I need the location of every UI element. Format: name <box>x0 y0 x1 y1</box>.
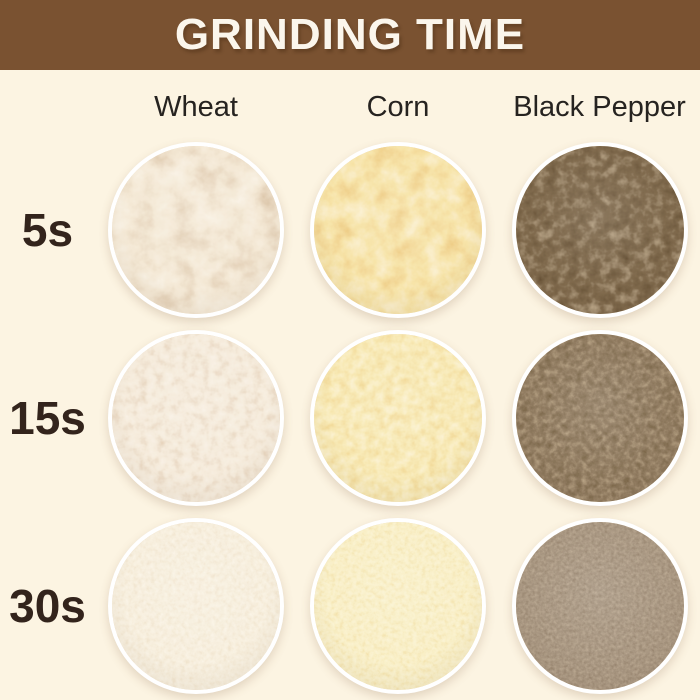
column-header-corn: Corn <box>366 91 430 123</box>
sample-photo-wheat-30s <box>108 518 284 694</box>
column-header-black-pepper: Black Pepper <box>513 91 686 123</box>
grid-cell-corn-15s <box>297 324 499 512</box>
grid-cell-pepper-30s <box>499 512 700 700</box>
sample-photo-wheat-5s <box>108 142 284 318</box>
sample-photo-wheat-15s <box>108 330 284 506</box>
comparison-grid: Wheat Corn Black Pepper 5s 15s 30s <box>0 70 700 700</box>
sample-photo-corn-15s <box>310 330 486 506</box>
grid-cell-corn-5s <box>297 136 499 324</box>
sample-photo-corn-5s <box>310 142 486 318</box>
grid-cell-wheat-15s <box>95 324 297 512</box>
row-label-30s: 30s <box>9 580 86 632</box>
grid-cell-corn-30s <box>297 512 499 700</box>
row-label-15s: 15s <box>9 392 86 444</box>
page-title: GRINDING TIME <box>174 10 526 59</box>
sample-photo-corn-30s <box>310 518 486 694</box>
header-banner: GRINDING TIME <box>0 0 700 70</box>
column-header-wheat: Wheat <box>154 91 238 123</box>
grid-cell-pepper-5s <box>499 136 700 324</box>
sample-photo-black-pepper-15s <box>511 330 688 506</box>
row-label-5s: 5s <box>21 204 74 256</box>
grid-corner-spacer <box>0 70 95 136</box>
grid-cell-pepper-15s <box>499 324 700 512</box>
grid-cell-wheat-30s <box>95 512 297 700</box>
grid-cell-wheat-5s <box>95 136 297 324</box>
sample-photo-black-pepper-30s <box>511 518 688 694</box>
sample-photo-black-pepper-5s <box>511 142 688 318</box>
